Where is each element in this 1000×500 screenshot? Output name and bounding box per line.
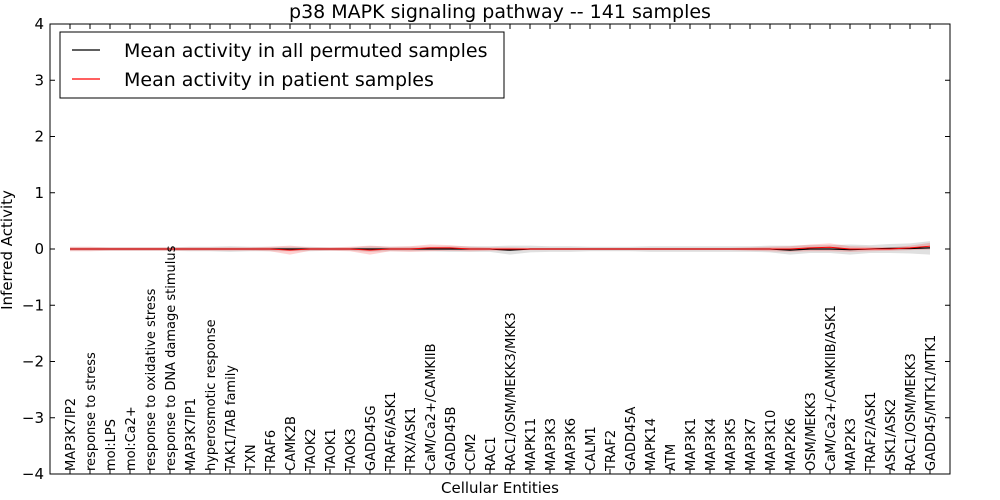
x-tick-label: TRAF6 — [264, 430, 279, 472]
y-axis-title: Inferred Activity — [0, 190, 16, 310]
x-tick-label: response to DNA damage stimulus — [164, 245, 179, 471]
x-tick-label: hyperosmotic response — [204, 319, 219, 471]
x-tick-label: MAP3K10 — [764, 410, 779, 471]
x-tick-label: MAP3K7 — [744, 418, 759, 471]
x-tick-label: response to oxidative stress — [144, 288, 159, 471]
y-tick-label: 0 — [34, 240, 44, 258]
x-tick-label: RAC1 — [484, 436, 499, 471]
x-tick-label: CaM/Ca2+/CAMKIIB/ASK1 — [824, 305, 839, 471]
y-tick-label: 1 — [34, 184, 44, 202]
x-tick-label: MAPK14 — [644, 418, 659, 471]
x-tick-label: TRAF2 — [604, 430, 619, 472]
x-tick-label: MAP3K5 — [724, 418, 739, 471]
labels-layer: −4 −3 −2 −1 0 1 2 3 4 MAP3K7IP2 response to stress… — [22, 15, 939, 483]
x-tick-label: ASK1/ASK2 — [884, 399, 899, 471]
x-tick-label: CAMK2B — [284, 416, 299, 471]
x-tick-label: response to stress — [84, 352, 99, 471]
x-tick-label: MAP3K3 — [544, 418, 559, 471]
ticks-layer — [50, 23, 950, 475]
x-tick-label: MAP2K3 — [844, 418, 859, 471]
y-tick-label: −2 — [22, 353, 44, 371]
legend-label-permuted: Mean activity in all permuted samples — [124, 40, 487, 62]
x-tick-label: TRAF6/ASK1 — [384, 392, 399, 472]
x-tick-label: TAOK3 — [344, 428, 359, 472]
x-tick-label: MAP3K7IP1 — [184, 398, 199, 471]
x-tick-label: mol:Ca2+ — [124, 406, 139, 471]
x-tick-label: GADD45B — [444, 407, 459, 471]
y-tick-label: 4 — [34, 15, 44, 33]
legend-label-patient: Mean activity in patient samples — [124, 69, 434, 91]
x-tick-label: CaM/Ca2+/CAMKIIB — [424, 343, 439, 471]
x-tick-label: MAP3K4 — [704, 418, 719, 471]
x-tick-label: GADD45G — [364, 405, 379, 471]
x-tick-label: GADD45/MTK1/MTK1 — [924, 335, 939, 471]
x-tick-label: RAC1/OSM/MEKK3 — [904, 353, 919, 471]
legend-box — [59, 31, 505, 99]
x-tick-label: MAP2K6 — [784, 418, 799, 471]
lines-layer — [70, 245, 931, 251]
x-tick-label: CALM1 — [584, 426, 599, 471]
x-tick-label: MAPK11 — [524, 418, 539, 471]
chart-title: p38 MAPK signaling pathway -- 141 sample… — [289, 1, 711, 23]
series-line-1 — [70, 245, 931, 251]
x-tick-label: TRAF2/ASK1 — [864, 392, 879, 472]
x-tick-label: CCM2 — [464, 433, 479, 471]
x-tick-label: MAP3K1 — [684, 418, 699, 471]
x-tick-label: MAP3K7IP2 — [64, 398, 79, 471]
x-tick-label: GADD45A — [624, 406, 639, 471]
y-tick-label: −4 — [22, 465, 44, 483]
x-tick-label: TRX/ASK1 — [404, 407, 419, 472]
y-tick-label: 3 — [34, 71, 44, 89]
y-tick-label: −1 — [22, 296, 44, 314]
x-tick-label: ATM — [664, 444, 679, 471]
x-tick-label: MAP3K6 — [564, 418, 579, 471]
x-axis-title: Cellular Entities — [441, 479, 559, 497]
x-tick-label: TAOK2 — [304, 428, 319, 472]
y-tick-label: −3 — [22, 409, 44, 427]
y-tick-label: 2 — [34, 128, 44, 146]
x-tick-label: RAC1/OSM/MEKK3/MKK3 — [504, 312, 519, 471]
x-tick-label: mol:LPS — [104, 419, 119, 471]
legend: Mean activity in all permuted samples Me… — [59, 31, 505, 99]
x-tick-label: TAOK1 — [324, 428, 339, 472]
x-tick-label: TAK1/TAB family — [224, 365, 239, 472]
series-band-0 — [70, 241, 930, 255]
x-tick-label: TXN — [244, 444, 259, 472]
x-tick-label: OSM/MEKK3 — [804, 392, 819, 471]
